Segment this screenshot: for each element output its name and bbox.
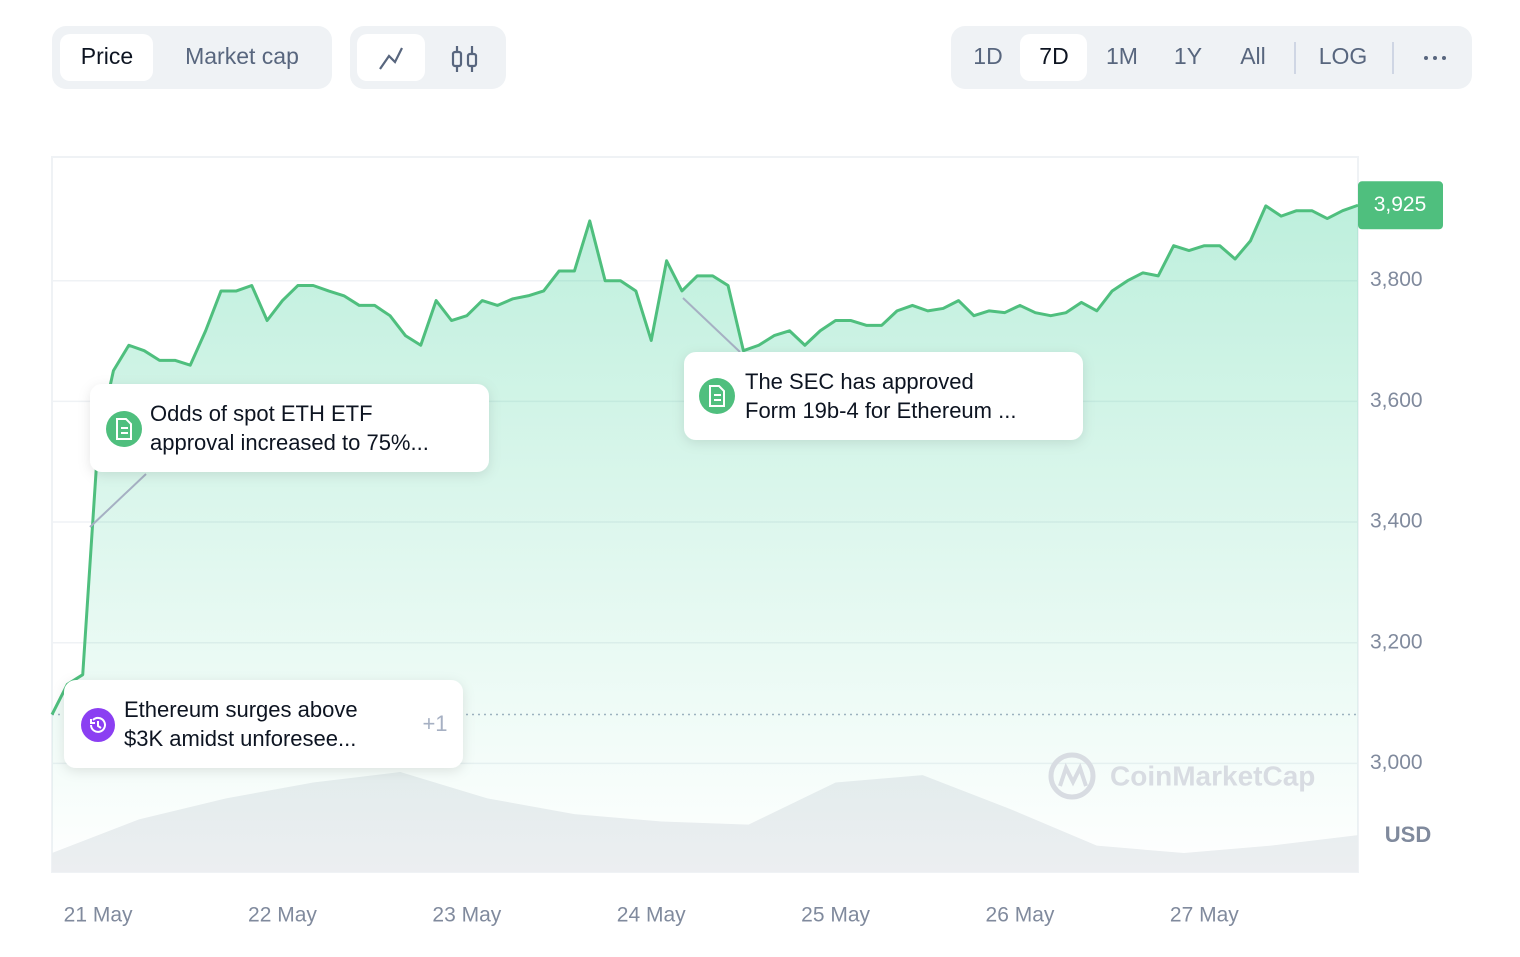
active-pill xyxy=(1020,34,1087,81)
unit-label: USD xyxy=(1385,822,1431,847)
y-tick-label: 3,600 xyxy=(1370,389,1423,412)
y-tick-label: 3,000 xyxy=(1370,751,1423,774)
y-tick-label: 3,200 xyxy=(1370,630,1423,653)
x-tick-label: 21 May xyxy=(64,904,133,927)
price-tag-label: 3,925 xyxy=(1374,193,1427,216)
callout-text: Form 19b-4 for Ethereum ... xyxy=(745,398,1016,423)
watermark-text: CoinMarketCap xyxy=(1110,760,1315,791)
price-tag xyxy=(1358,181,1443,230)
connector xyxy=(89,473,147,528)
price-button[interactable]: Price xyxy=(81,43,133,69)
range-button[interactable]: 1Y xyxy=(1174,43,1202,69)
x-tick-label: 25 May xyxy=(801,904,870,927)
line-icon xyxy=(379,47,403,70)
callout-text: $3K amidst unforesee... xyxy=(124,726,356,751)
range-button[interactable]: 1D xyxy=(973,43,1002,69)
x-tick-label: 22 May xyxy=(248,904,317,927)
callout-text: Ethereum surges above xyxy=(124,697,358,722)
y-tick-label: 3,800 xyxy=(1370,268,1423,291)
range-button[interactable]: 7D xyxy=(1039,43,1068,69)
x-tick-label: 26 May xyxy=(986,904,1055,927)
more-button[interactable] xyxy=(1424,56,1446,60)
range-button[interactable]: All xyxy=(1240,43,1266,69)
clock-glyph xyxy=(90,716,106,733)
callout[interactable] xyxy=(684,352,1083,440)
callout-text: Odds of spot ETH ETF xyxy=(150,401,373,426)
callout[interactable] xyxy=(64,680,463,768)
range-button[interactable]: 1M xyxy=(1106,43,1138,69)
doc-glyph xyxy=(709,385,725,407)
price-line xyxy=(50,203,1359,716)
x-tick-label: 23 May xyxy=(432,904,501,927)
more-count: +1 xyxy=(422,711,447,736)
callout[interactable] xyxy=(90,384,489,472)
doc-glyph xyxy=(116,418,132,440)
candle-button[interactable] xyxy=(451,46,478,72)
callout-text: The SEC has approved xyxy=(745,369,974,394)
log-button[interactable]: LOG xyxy=(1319,43,1368,69)
callout-text: approval increased to 75%... xyxy=(150,430,429,455)
x-tick-label: 24 May xyxy=(617,904,686,927)
watermark: CoinMarketCap xyxy=(1048,752,1315,800)
market-cap-button[interactable]: Market cap xyxy=(185,43,299,69)
x-tick-label: 27 May xyxy=(1170,904,1239,927)
y-tick-label: 3,400 xyxy=(1370,510,1423,533)
connector xyxy=(682,297,741,353)
active-pill xyxy=(60,34,153,81)
callouts: Odds of spot ETH ETF approval increased … xyxy=(64,297,1083,768)
